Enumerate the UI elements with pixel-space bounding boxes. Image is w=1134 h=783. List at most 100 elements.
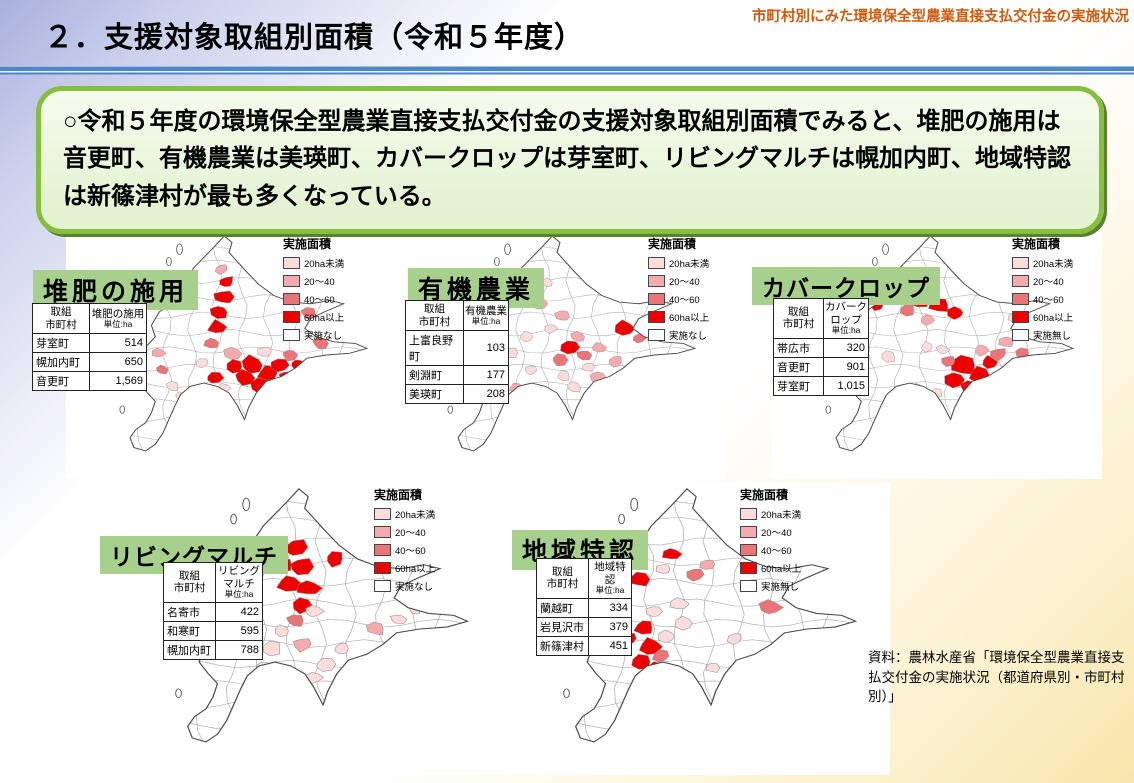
table-unit: 単位:ha <box>831 325 861 336</box>
table-unit: 単位:ha <box>103 319 133 330</box>
legend-item: 20～40 <box>740 525 820 539</box>
legend-title: 実施面積 <box>1012 237 1061 251</box>
legend-item: 20ha未満 <box>1012 256 1092 270</box>
legend-swatch-20-40 <box>740 526 757 538</box>
legend-item: 実施なし <box>374 579 454 593</box>
legend-item: 20ha未満 <box>374 507 454 521</box>
table-row: 美瑛町 208 <box>405 384 509 405</box>
legend-item: 40～60 <box>648 292 728 306</box>
legend-item: 20ha未満 <box>283 256 363 270</box>
legend-item: 20～40 <box>283 274 363 288</box>
table-unit: 単位:ha <box>595 585 625 596</box>
table-header-value: 有機農業 単位:ha <box>463 299 509 332</box>
table-header-municipality: 取組 市町村 <box>32 302 90 335</box>
legend-swatch-under20 <box>1012 257 1029 269</box>
table-row: 音更町 901 <box>773 356 869 377</box>
table-row: 幌加内町 650 <box>32 352 147 373</box>
hokkaido-map-living <box>112 483 502 775</box>
legend-item: 実施なし <box>648 328 728 342</box>
legend-item: 20～40 <box>374 525 454 539</box>
legend-swatch-none <box>374 580 391 592</box>
table-row: 名寄市 422 <box>163 601 263 622</box>
table-header-municipality: 取組 市町村 <box>163 562 216 603</box>
legend-swatch-none <box>1012 329 1029 341</box>
source-note: 資料：農林水産省「環境保全型農業直接支払交付金の実施状況（都道府県別・市町村別）… <box>868 650 1125 705</box>
legend-swatch-over60 <box>740 562 757 574</box>
summary-text: ○令和５年度の環境保全型農業直接支払交付金の支援対象取組別面積でみると、堆肥の施… <box>63 108 1071 210</box>
table-living: 取組 市町村 リビング マルチ 単位:ha 名寄市 422 和寒町 595 幌加内町 7… <box>163 562 263 660</box>
legend-swatch-over60 <box>374 562 391 574</box>
legend-item: 20～40 <box>648 274 728 288</box>
table-header-value: カバーク ロップ 単位:ha <box>823 298 869 339</box>
table-header-municipality: 取組 市町村 <box>773 298 824 339</box>
table-header-value: 地域特認 単位:ha <box>588 558 632 599</box>
table-yuki: 取組 市町村 有機農業 単位:ha 上富良野町 103 剣淵町 177 美瑛町 208 <box>405 299 509 405</box>
legend-swatch-none <box>740 580 757 592</box>
legend-item: 40～60 <box>374 543 454 557</box>
legend-swatch-under20 <box>648 257 665 269</box>
table-header-measure: カバーク ロップ <box>825 301 867 326</box>
legend-swatch-under20 <box>283 257 300 269</box>
table-header-municipality: 取組 市町村 <box>405 299 464 332</box>
legend-living: 実施面積 20ha未満 20～40 40～60 60ha以上 実施なし <box>374 486 454 597</box>
legend-swatch-40-60 <box>740 544 757 556</box>
legend-item: 40～60 <box>1012 292 1092 306</box>
legend-swatch-over60 <box>283 311 300 323</box>
legend-item: 実施無し <box>1012 328 1092 342</box>
legend-item: 60ha以上 <box>1012 310 1092 324</box>
table-taihi: 取組 市町村 堆肥の施用 単位:ha 芽室町 514 幌加内町 650 音更町 1,56… <box>32 302 147 392</box>
legend-item: 実施なし <box>283 328 363 342</box>
legend-title: 実施面積 <box>283 237 332 251</box>
table-row: 蘭越町 334 <box>536 597 632 618</box>
title-divider-line <box>0 66 1134 75</box>
legend-swatch-40-60 <box>374 544 391 556</box>
table-row: 帯広市 320 <box>773 337 869 358</box>
table-header-measure: 地域特認 <box>594 561 626 586</box>
legend-item: 20ha未満 <box>740 507 820 521</box>
legend-item: 20～40 <box>1012 274 1092 288</box>
legend-taihi: 実施面積 20ha未満 20～40 40～60 60ha以上 実施なし <box>283 235 363 346</box>
legend-title: 実施面積 <box>648 237 697 251</box>
table-unit: 単位:ha <box>471 316 501 327</box>
table-chiiki: 取組 市町村 地域特認 単位:ha 蘭越町 334 岩見沢市 379 新篠津村 451 <box>536 558 632 656</box>
legend-yuki: 実施面積 20ha未満 20～40 40～60 60ha以上 実施なし <box>648 235 728 346</box>
legend-title: 実施面積 <box>740 488 789 502</box>
summary-box: ○令和５年度の環境保全型農業直接支払交付金の支援対象取組別面積でみると、堆肥の施… <box>36 86 1104 235</box>
legend-item: 実施無し <box>740 579 820 593</box>
corner-note: 市町村別にみた環境保全型農業直接支払交付金の実施状況 <box>752 9 1129 25</box>
table-header-value: 堆肥の施用 単位:ha <box>89 302 147 335</box>
legend-item: 60ha以上 <box>283 310 363 324</box>
legend-item: 60ha以上 <box>740 561 820 575</box>
table-row: 音更町 1,569 <box>32 371 147 392</box>
legend-swatch-20-40 <box>283 275 300 287</box>
table-row: 剣淵町 177 <box>405 365 509 386</box>
table-row: 上富良野町 103 <box>405 330 509 367</box>
legend-title: 実施面積 <box>374 488 423 502</box>
table-header-value: リビング マルチ 単位:ha <box>215 562 263 603</box>
table-cover: 取組 市町村 カバーク ロップ 単位:ha 帯広市 320 音更町 901 芽室町 1,… <box>773 298 869 396</box>
legend-swatch-over60 <box>1012 311 1029 323</box>
table-row: 和寒町 595 <box>163 620 263 641</box>
legend-swatch-40-60 <box>648 293 665 305</box>
legend-item: 40～60 <box>740 543 820 557</box>
legend-swatch-none <box>648 329 665 341</box>
legend-swatch-40-60 <box>283 293 300 305</box>
legend-item: 20ha未満 <box>648 256 728 270</box>
legend-item: 60ha以上 <box>648 310 728 324</box>
table-row: 幌加内町 788 <box>163 639 263 660</box>
legend-swatch-under20 <box>740 508 757 520</box>
legend-chiiki: 実施面積 20ha未満 20～40 40～60 60ha以上 実施無し <box>740 486 820 597</box>
legend-item: 60ha以上 <box>374 561 454 575</box>
legend-swatch-under20 <box>374 508 391 520</box>
table-row: 新篠津村 451 <box>536 635 632 656</box>
legend-cover: 実施面積 20ha未満 20～40 40～60 60ha以上 実施無し <box>1012 235 1092 346</box>
legend-swatch-20-40 <box>1012 275 1029 287</box>
table-header-municipality: 取組 市町村 <box>536 558 589 599</box>
table-header-measure: 有機農業 <box>465 304 507 317</box>
legend-swatch-20-40 <box>374 526 391 538</box>
table-unit: 単位:ha <box>224 589 254 600</box>
table-row: 芽室町 1,015 <box>773 375 869 396</box>
table-row: 岩見沢市 379 <box>536 616 632 637</box>
legend-swatch-over60 <box>648 311 665 323</box>
